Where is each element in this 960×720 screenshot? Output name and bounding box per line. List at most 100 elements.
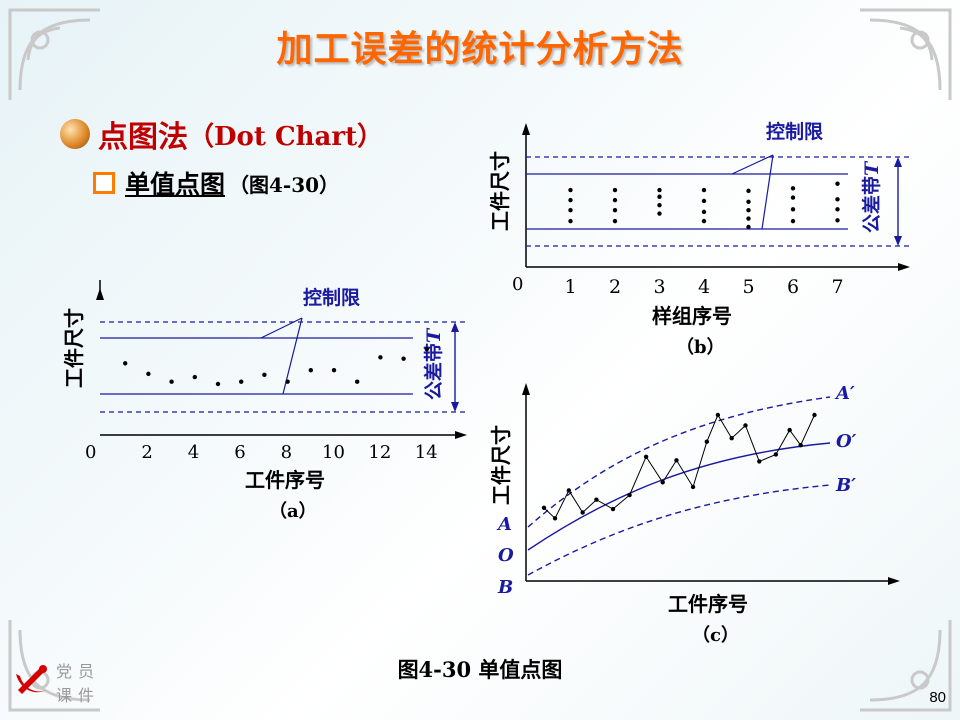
chart-c-ylabel: 工件尺寸 bbox=[489, 425, 513, 505]
chart-c-point bbox=[580, 510, 585, 515]
chart-c-point bbox=[660, 480, 665, 485]
chart-a-point bbox=[215, 381, 221, 387]
chart-c-sub: （c） bbox=[692, 625, 739, 646]
party-emblem-icon bbox=[16, 665, 47, 694]
bullet-single-value: 单值点图 （图4-30） bbox=[93, 165, 339, 201]
chart-c-x-arrow bbox=[888, 577, 900, 585]
chart-b-control-label: 控制限 bbox=[766, 120, 823, 143]
chart-a-control-pointer-1 bbox=[260, 317, 303, 339]
chart-a-tick-label: 4 bbox=[188, 442, 199, 463]
chart-b-xlabel: 样组序号 bbox=[652, 304, 732, 328]
chart-b-tick-label: 2 bbox=[609, 276, 621, 298]
bullet1-en: （Dot Chart） bbox=[188, 121, 384, 152]
chart-c-left-lower: B bbox=[497, 577, 513, 598]
chart-b-ylabel: 工件尺寸 bbox=[488, 151, 512, 231]
chart-b-point bbox=[568, 218, 573, 224]
chart-b-tick-label: 4 bbox=[698, 276, 710, 298]
chart-b-sub: （b） bbox=[676, 337, 725, 358]
page-number: 80 bbox=[929, 689, 946, 706]
chart-b-point bbox=[657, 187, 662, 193]
chart-a-xlabel: 工件序号 bbox=[245, 468, 325, 492]
chart-a: 控制限 公差带T 工件尺寸 0 2 4 6 8 10 12 14 工件序号 （a） bbox=[62, 280, 467, 522]
chart-b-point bbox=[701, 218, 707, 224]
chart-c-point bbox=[690, 484, 696, 490]
chart-a-tolerance-label: 公差带T bbox=[422, 327, 445, 400]
chart-c-point bbox=[594, 497, 599, 502]
chart-b-point bbox=[790, 218, 796, 224]
chart-a-sub: （a） bbox=[269, 501, 317, 522]
chart-a-point bbox=[169, 379, 174, 384]
chart-b-tick-label: 7 bbox=[832, 276, 844, 298]
chart-b-point bbox=[835, 181, 840, 186]
chart-b-point bbox=[790, 207, 796, 212]
chart-a-tolerance-text: 公差带 bbox=[422, 343, 445, 400]
chart-a-point bbox=[123, 361, 128, 366]
ornament-top-right bbox=[860, 8, 952, 100]
chart-b-tolerance-symbol: T bbox=[861, 160, 883, 176]
chart-c-point bbox=[541, 505, 547, 511]
chart-b-point bbox=[568, 208, 573, 213]
chart-b-tol-arrow-up bbox=[894, 157, 902, 167]
chart-b-point bbox=[568, 197, 573, 203]
chart-c-lower-label: B′ bbox=[835, 475, 856, 496]
chart-b-x-arrow bbox=[898, 263, 910, 271]
chart-b-control-pointer-2 bbox=[761, 154, 774, 230]
chart-b-point bbox=[746, 208, 751, 213]
logo-line2: 课件 bbox=[56, 686, 101, 705]
chart-a-point bbox=[355, 379, 360, 384]
chart-b-point bbox=[835, 218, 840, 223]
chart-a-tick-label: 6 bbox=[234, 442, 245, 463]
chart-b-point bbox=[790, 195, 796, 200]
chart-a-control-label: 控制限 bbox=[303, 286, 360, 309]
chart-c-point bbox=[627, 492, 632, 498]
chart-b-point bbox=[790, 186, 796, 191]
chart-a-tol-arrow-up bbox=[451, 322, 459, 332]
chart-a-point bbox=[262, 372, 267, 377]
chart-b: 控制限 公差带T 工件尺寸 0 1 2 3 4 5 6 7 样组序号 （b） bbox=[488, 120, 910, 358]
chart-c-point bbox=[610, 506, 616, 512]
chart-a-tolerance-symbol: T bbox=[423, 327, 445, 343]
chart-c-center-curve bbox=[527, 442, 831, 551]
chart-b-tolerance-text: 公差带 bbox=[860, 176, 883, 233]
chart-b-point bbox=[612, 197, 618, 203]
chart-c-point bbox=[812, 412, 817, 418]
chart-b-point bbox=[835, 207, 840, 212]
chart-b-point bbox=[657, 211, 662, 216]
chart-c-lower-curve bbox=[527, 484, 831, 576]
checkbox-bullet-icon bbox=[93, 172, 115, 194]
chart-c-data-line bbox=[543, 413, 815, 520]
chart-c-left-center: O bbox=[498, 545, 514, 566]
chart-a-point bbox=[239, 379, 244, 384]
chart-b-point bbox=[612, 208, 618, 213]
chart-c-y-arrow bbox=[522, 383, 530, 395]
chart-b-point bbox=[701, 198, 707, 204]
chart-c-upper-curve bbox=[527, 396, 831, 528]
chart-b-point bbox=[701, 187, 707, 193]
chart-c-point bbox=[643, 454, 649, 459]
chart-c-point bbox=[715, 412, 721, 418]
chart-a-tol-arrow-down bbox=[451, 402, 459, 412]
chart-a-point bbox=[401, 356, 406, 361]
chart-a-point bbox=[192, 374, 197, 380]
chart-c-point bbox=[566, 488, 572, 493]
chart-a-tick-label: 12 bbox=[368, 442, 391, 463]
ornament-top-left bbox=[8, 8, 100, 100]
chart-c-left-upper: A bbox=[496, 514, 512, 535]
chart-b-point bbox=[568, 187, 573, 193]
bullet2-ref: （图4-30） bbox=[229, 172, 340, 197]
chart-a-tick-label: 14 bbox=[415, 442, 438, 463]
logo-text: 党员 课件 bbox=[56, 660, 100, 708]
chart-a-y-arrow bbox=[96, 288, 104, 300]
chart-b-tick-label: 6 bbox=[787, 276, 799, 298]
chart-b-point bbox=[746, 216, 751, 221]
chart-a-point bbox=[285, 379, 290, 384]
chart-b-point bbox=[612, 218, 618, 224]
chart-b-point bbox=[657, 194, 662, 199]
chart-b-tolerance-label: 公差带T bbox=[860, 160, 883, 233]
chart-a-point bbox=[424, 346, 429, 352]
chart-c-point bbox=[757, 459, 762, 464]
chart-b-control-pointer-1 bbox=[731, 154, 774, 175]
chart-a-point bbox=[331, 368, 337, 373]
chart-c-point bbox=[552, 516, 558, 521]
